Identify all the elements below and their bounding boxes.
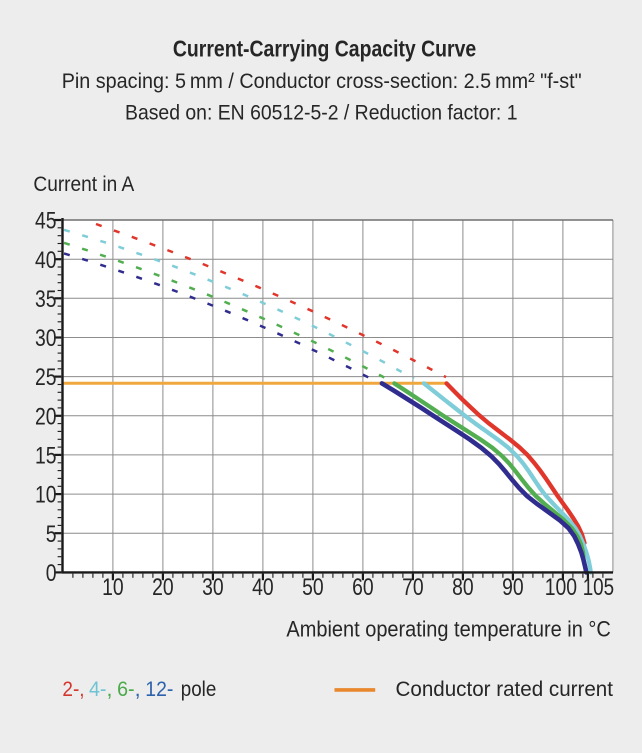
svg-text:Current-Carrying Capacity Curv: Current-Carrying Capacity Curve — [173, 36, 476, 62]
svg-text:60: 60 — [352, 574, 374, 601]
svg-text:35: 35 — [35, 286, 57, 313]
svg-text:0: 0 — [46, 560, 57, 587]
svg-text:20: 20 — [35, 403, 57, 430]
svg-text:40: 40 — [252, 574, 274, 601]
svg-text:,: , — [135, 678, 141, 701]
svg-text:2-,: 2-, — [62, 678, 84, 701]
svg-text:30: 30 — [35, 325, 57, 352]
svg-text:Based on: EN 60512-5-2 / Reduc: Based on: EN 60512-5-2 / Reduction facto… — [125, 101, 518, 124]
svg-text:Conductor rated current: Conductor rated current — [396, 678, 614, 701]
svg-text:15: 15 — [35, 443, 57, 470]
svg-text:100: 100 — [545, 574, 577, 601]
svg-text:10: 10 — [102, 574, 124, 601]
svg-text:70: 70 — [402, 574, 424, 601]
svg-text:50: 50 — [302, 574, 324, 601]
svg-text:Ambient operating temperature: Ambient operating temperature in °C — [286, 616, 610, 641]
svg-text:pole: pole — [181, 678, 217, 701]
svg-text:90: 90 — [502, 574, 524, 601]
svg-text:80: 80 — [452, 574, 474, 601]
svg-text:40: 40 — [35, 247, 57, 274]
svg-text:20: 20 — [152, 574, 174, 601]
svg-text:6-: 6- — [117, 678, 135, 701]
svg-text:30: 30 — [202, 574, 224, 601]
svg-text:Current in A: Current in A — [33, 173, 134, 196]
svg-text:45: 45 — [35, 208, 57, 235]
svg-text:Pin spacing: 5 mm / Conductor: Pin spacing: 5 mm / Conductor cross-sect… — [62, 70, 582, 93]
svg-text:4-: 4- — [89, 678, 107, 701]
svg-text:12-: 12- — [145, 678, 173, 701]
svg-text:105: 105 — [583, 574, 614, 601]
svg-text:5: 5 — [46, 521, 57, 548]
svg-text:25: 25 — [35, 364, 57, 391]
svg-text:10: 10 — [35, 482, 57, 509]
svg-text:,: , — [107, 678, 113, 701]
